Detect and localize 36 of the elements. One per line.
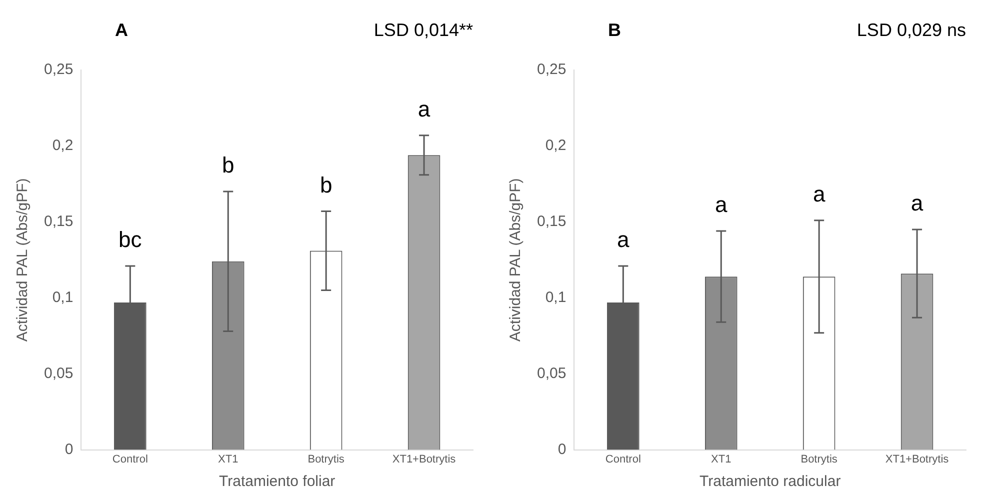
chart-title: A xyxy=(115,20,128,41)
y-axis-title: Actividad PAL (Abs/gPF) xyxy=(507,178,524,342)
y-tick-label: 0,05 xyxy=(536,364,566,382)
annotation: b xyxy=(320,172,332,198)
y-tick-label: 0,1 xyxy=(545,289,566,306)
y-tick-label: 0,15 xyxy=(44,213,74,230)
x-tick-label: Botrytis xyxy=(308,453,345,466)
y-tick-label: 0,05 xyxy=(44,364,74,382)
annotation: b xyxy=(222,152,234,178)
text: LSD 0,029 ns xyxy=(856,20,966,41)
y-tick-label: 0,25 xyxy=(44,61,74,78)
y-tick-label: 0,15 xyxy=(536,213,566,230)
y-tick-label: 0,25 xyxy=(536,61,566,78)
y-tick-label: 0 xyxy=(558,440,566,458)
x-axis-title: Tratamiento radicular xyxy=(700,473,841,490)
y-tick-label: 0,2 xyxy=(545,137,566,154)
x-tick-label: Botrytis xyxy=(800,453,838,466)
annotation: a xyxy=(910,190,924,216)
annotation: a xyxy=(714,192,728,218)
x-tick-label: Control xyxy=(605,453,641,466)
annotation: a xyxy=(617,227,630,252)
y-tick-label: 0 xyxy=(64,440,74,458)
chart-title: B xyxy=(608,20,621,41)
x-tick-label: XT1+Botrytis xyxy=(392,453,456,466)
x-axis-title: Tratamiento foliar xyxy=(219,473,336,490)
x-tick-label: XT1 xyxy=(218,453,238,466)
annotation: bc xyxy=(118,227,142,252)
annotation: a xyxy=(812,181,826,206)
y-tick-label: 0,2 xyxy=(52,137,74,154)
annotation: a xyxy=(418,96,431,122)
y-axis-title: Actividad PAL (Abs/gPF) xyxy=(14,178,32,342)
x-tick-label: Control xyxy=(112,453,148,466)
text: LSD 0,014** xyxy=(374,20,473,41)
x-tick-label: XT1 xyxy=(711,453,732,466)
y-tick-label: 0,1 xyxy=(52,289,74,306)
x-tick-label: XT1+Botrytis xyxy=(885,453,950,466)
